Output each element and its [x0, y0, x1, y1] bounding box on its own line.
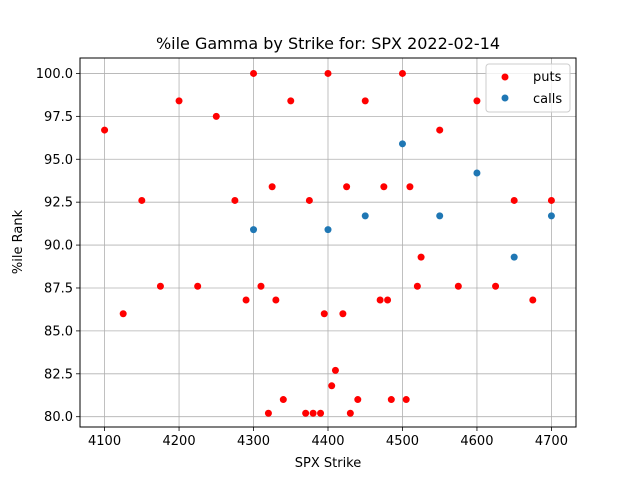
x-tick-label: 4300 [237, 434, 270, 449]
puts-point [402, 396, 410, 404]
puts-point [328, 382, 336, 390]
puts-point [380, 183, 388, 191]
puts-point [343, 183, 351, 191]
puts-point [473, 97, 481, 105]
puts-point [529, 296, 537, 304]
puts-point [231, 196, 239, 204]
puts-point [384, 296, 392, 304]
legend-marker-puts [501, 73, 509, 81]
y-tick-label: 90.0 [44, 239, 73, 254]
calls-point [398, 140, 406, 148]
puts-point [305, 196, 313, 204]
y-tick-label: 95.0 [44, 153, 73, 168]
puts-point [492, 282, 500, 290]
puts-point [339, 310, 347, 318]
x-tick-label: 4700 [535, 434, 568, 449]
puts-point [354, 396, 362, 404]
x-tick-label: 4600 [460, 434, 493, 449]
x-axis-ticks: 4100 4200 4300 4400 4500 4600 4700 [88, 427, 568, 449]
x-tick-label: 4100 [88, 434, 121, 449]
puts-point [175, 97, 183, 105]
puts-point [547, 196, 555, 204]
y-tick-label: 87.5 [44, 281, 73, 296]
calls-point [436, 212, 444, 220]
y-axis-ticks: 80.0 82.5 85.0 87.5 90.0 92.5 95.0 97.5 100.0 [36, 67, 80, 425]
puts-point [324, 69, 332, 77]
puts-point [264, 409, 272, 417]
puts-point [279, 396, 287, 404]
x-axis-label: SPX Strike [295, 456, 362, 471]
x-tick-label: 4400 [311, 434, 344, 449]
legend-marker-calls [501, 94, 509, 102]
puts-point [454, 282, 462, 290]
calls-point [250, 226, 258, 234]
puts-point [510, 196, 518, 204]
data-points [101, 69, 555, 417]
y-tick-label: 85.0 [44, 324, 73, 339]
x-tick-label: 4200 [163, 434, 196, 449]
puts-point [250, 69, 258, 77]
y-axis-label: %ile Rank [11, 209, 26, 274]
puts-point [212, 112, 220, 120]
legend-label-calls: calls [533, 92, 562, 107]
calls-point [547, 212, 555, 220]
puts-point [272, 296, 280, 304]
puts-point [138, 196, 146, 204]
puts-point [194, 282, 202, 290]
puts-point [320, 310, 328, 318]
puts-point [346, 409, 354, 417]
puts-point [417, 253, 425, 261]
puts-point [376, 296, 384, 304]
puts-point [413, 282, 421, 290]
calls-point [361, 212, 369, 220]
puts-point [361, 97, 369, 105]
calls-point [473, 169, 481, 177]
legend: puts calls [485, 63, 571, 113]
puts-point [119, 310, 127, 318]
puts-point [387, 396, 395, 404]
puts-point [268, 183, 276, 191]
puts-point [398, 69, 406, 77]
y-tick-label: 92.5 [44, 196, 73, 211]
calls-point [324, 226, 332, 234]
chart-title: %ile Gamma by Strike for: SPX 2022-02-14 [156, 34, 500, 53]
puts-point [287, 97, 295, 105]
puts-point [257, 282, 265, 290]
y-tick-label: 100.0 [36, 67, 73, 82]
puts-point [406, 183, 414, 191]
x-tick-label: 4500 [386, 434, 419, 449]
y-tick-label: 80.0 [44, 410, 73, 425]
puts-point [309, 409, 317, 417]
legend-label-puts: puts [533, 70, 562, 85]
calls-point [510, 253, 518, 261]
puts-point [302, 409, 310, 417]
puts-point [242, 296, 250, 304]
y-tick-label: 82.5 [44, 367, 73, 382]
y-tick-label: 97.5 [44, 110, 73, 125]
puts-point [156, 282, 164, 290]
puts-point [436, 126, 444, 134]
puts-point [317, 409, 325, 417]
puts-point [101, 126, 109, 134]
puts-point [331, 366, 339, 374]
